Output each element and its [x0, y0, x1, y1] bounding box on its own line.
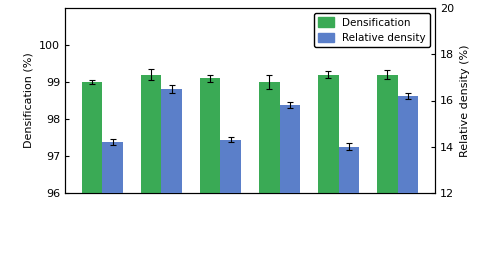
- Bar: [259, 82, 280, 268]
- Y-axis label: Densification (%): Densification (%): [24, 53, 34, 148]
- Bar: [398, 96, 418, 268]
- Bar: [102, 142, 123, 268]
- Bar: [280, 105, 300, 268]
- Legend: Densification, Relative density: Densification, Relative density: [314, 13, 430, 47]
- Bar: [220, 140, 241, 268]
- Y-axis label: Relative density (%): Relative density (%): [460, 44, 469, 157]
- Bar: [338, 147, 359, 268]
- Bar: [200, 78, 220, 268]
- Bar: [141, 75, 162, 268]
- Bar: [377, 75, 398, 268]
- Bar: [318, 75, 338, 268]
- Bar: [162, 89, 182, 268]
- Bar: [82, 82, 102, 268]
